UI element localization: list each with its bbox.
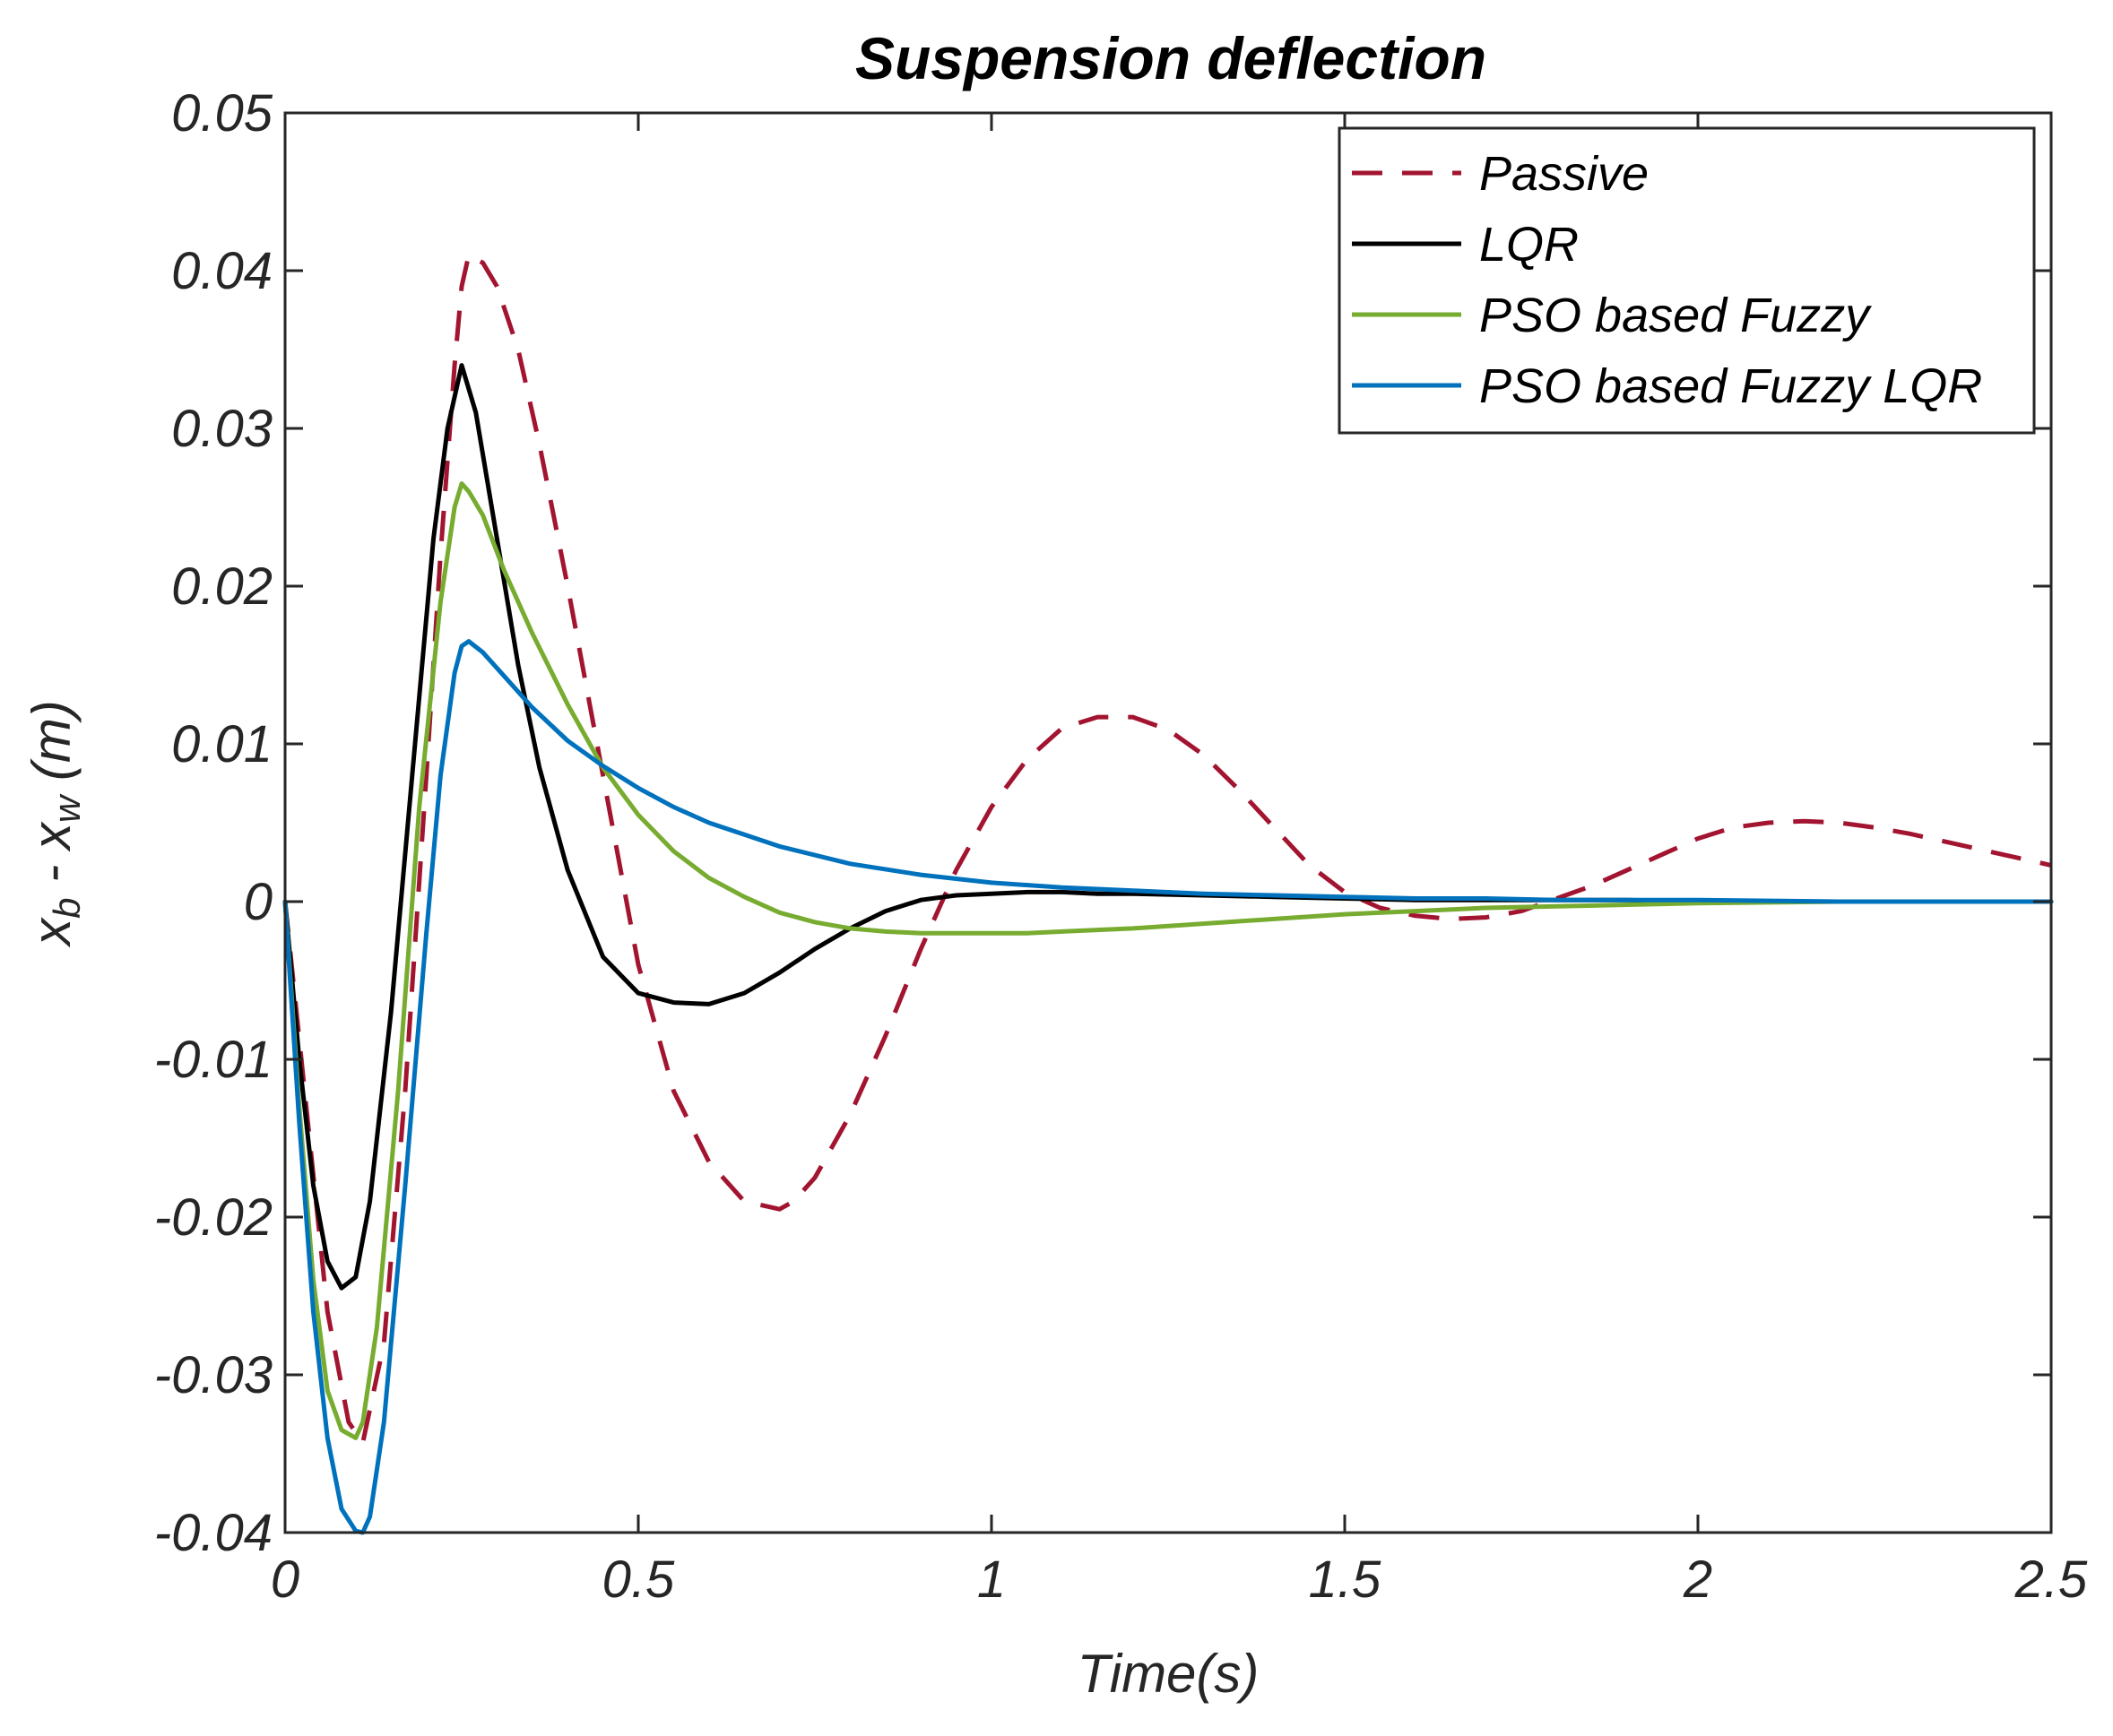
y-tick-label: 0.02 (171, 557, 273, 616)
x-tick-label: 0.5 (602, 1550, 675, 1609)
y-label-base: x (22, 917, 82, 948)
y-tick-labels: -0.04 -0.03 -0.02 -0.01 0 0.01 0.02 0.03 0.04 0.0… (154, 84, 273, 1562)
x-tick-label: 0 (271, 1550, 299, 1609)
y-label-sub-w: w (46, 793, 88, 823)
x-axis-label: Time(s) (1078, 1644, 1260, 1704)
series-line-pso-based-fuzzy-lqr (282, 639, 2054, 1535)
x-tick-label: 1 (977, 1550, 1006, 1609)
y-label-unit: (m) (22, 700, 82, 796)
legend-label-pso-based-fuzzy-lqr: PSO based Fuzzy LQR (1479, 359, 1982, 413)
y-tick-label: 0.05 (171, 84, 273, 143)
y-tick-label: -0.04 (154, 1504, 273, 1562)
y-tick-label: -0.02 (154, 1188, 273, 1247)
series-line-pso-based-fuzzy (282, 481, 2054, 1440)
y-label-mid: - x (22, 821, 82, 897)
x-tick-label: 2.5 (2014, 1550, 2088, 1609)
y-tick-label: -0.03 (154, 1346, 273, 1404)
legend-box (1338, 126, 2036, 435)
y-tick-label: -0.01 (154, 1031, 273, 1089)
series-layer (282, 252, 2054, 1535)
x-tick-label: 2 (1683, 1550, 1712, 1609)
legend-label-passive: Passive (1479, 147, 1649, 201)
ticks-layer (283, 111, 2053, 1534)
y-tick-label: 0 (244, 873, 273, 931)
legend-label-lqr: LQR (1479, 218, 1579, 272)
chart-title: Suspension deflection (855, 25, 1486, 91)
x-tick-label: 1.5 (1309, 1550, 1381, 1609)
y-tick-label: 0.03 (171, 400, 273, 458)
legend-label-pso-based-fuzzy: PSO based Fuzzy (1479, 289, 1872, 342)
plot-frame (283, 111, 2053, 1534)
y-axis-label: xb - xw (m) (22, 700, 88, 948)
y-tick-label: 0.04 (171, 242, 273, 300)
legend: Passive LQR PSO based Fuzzy PSO based Fuzzy… (1338, 126, 2036, 435)
series-line-passive (282, 252, 2052, 1446)
x-tick-labels: 0 0.5 1 1.5 2 2.5 (271, 1550, 2088, 1609)
y-label-sub-b: b (46, 897, 88, 918)
y-tick-label: 0.01 (171, 715, 273, 773)
